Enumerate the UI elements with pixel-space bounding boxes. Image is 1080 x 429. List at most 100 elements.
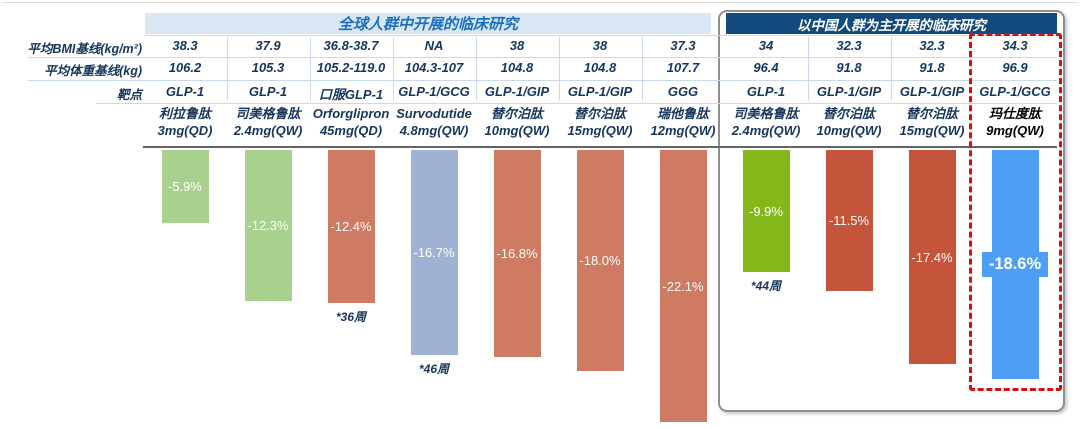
bmi-baseline-cell: 37.9: [255, 38, 281, 53]
drug-name: 替尔泊肽: [905, 106, 958, 121]
weight-change-bar: -12.3%: [244, 150, 292, 301]
bmi-baseline-cell: 38: [509, 38, 525, 53]
drug-column: 34.3 96.9 GLP-1/GCG 玛仕度肽 9mg(QW) -18.6%: [974, 0, 1057, 429]
weight-baseline-cell: 104.8: [583, 60, 617, 75]
drug-label: Survodutide 4.8mg(QW): [387, 106, 482, 140]
bar-value-label: -12.3%: [247, 218, 289, 233]
drug-dose: 9mg(QW): [986, 122, 1044, 138]
bmi-baseline-cell: 36.8-38.7: [323, 38, 379, 53]
drug-dose: 12mg(QW): [650, 122, 716, 138]
drug-dose: 2.4mg(QW): [731, 122, 801, 138]
weight-change-bar: -9.9%: [742, 150, 790, 272]
weight-baseline-cell: 91.8: [836, 60, 862, 75]
target-cell: GGG: [667, 84, 699, 99]
drug-label: 司美格鲁肽 2.4mg(QW): [221, 106, 316, 140]
bar-value-label: -16.8%: [496, 246, 538, 261]
column-separator: [558, 37, 560, 101]
drug-column: 37.9 105.3 GLP-1 司美格鲁肽 2.4mg(QW) -12.3%: [227, 0, 310, 429]
bar-value-label: -12.4%: [330, 219, 372, 234]
bar-value-label: -17.4%: [911, 249, 953, 265]
drug-dose: 3mg(QD): [157, 122, 213, 138]
drug-dose: 10mg(QW): [816, 122, 882, 138]
global-study-title: 全球人群中开展的临床研究: [337, 16, 518, 33]
target-cell: GLP-1/GIP: [567, 84, 633, 99]
global-study-header: 全球人群中开展的临床研究: [145, 13, 711, 34]
table-gridline: [145, 35, 1057, 36]
drug-name: 替尔泊肽: [822, 106, 875, 121]
drug-label: 替尔泊肽 10mg(QW): [802, 106, 897, 140]
weight-baseline-cell: 91.8: [919, 60, 945, 75]
weight-change-bar: -18.0%: [576, 150, 624, 371]
table-gridline: [96, 103, 1057, 104]
drug-name: 利拉鲁肽: [158, 106, 211, 121]
target-cell: GLP-1/GIP: [899, 84, 965, 99]
target-cell: 口服GLP-1: [318, 87, 384, 102]
weight-change-bar: -18.6%: [981, 150, 1049, 379]
table-gridline: [28, 80, 1057, 81]
drug-name: 司美格鲁肽: [235, 106, 301, 121]
bar-value-label: -11.5%: [828, 213, 870, 228]
bmi-baseline-cell: NA: [424, 38, 444, 53]
drug-label: 利拉鲁肽 3mg(QD): [138, 106, 233, 140]
duration-footnote: *44周: [750, 279, 782, 293]
drug-name: 替尔泊肽: [573, 106, 626, 121]
weight-baseline-cell: 96.9: [1002, 60, 1028, 75]
china-study-header: 以中国人群为主开展的临床研究: [726, 13, 1057, 34]
bmi-baseline-cell: 38: [592, 38, 608, 53]
drug-dose: 10mg(QW): [484, 122, 550, 138]
drug-label: 司美格鲁肽 2.4mg(QW): [719, 106, 814, 140]
bar-value-label: -22.1%: [662, 278, 704, 294]
drug-label: 替尔泊肽 10mg(QW): [470, 106, 565, 140]
weight-change-bar: -11.5%: [825, 150, 873, 291]
column-separator: [807, 37, 809, 101]
drug-name: 司美格鲁肽: [733, 106, 799, 121]
drug-label: Orforglipron 45mg(QD): [304, 106, 399, 140]
bmi-baseline-cell: 37.3: [670, 38, 696, 53]
drug-column: 32.3 91.8 GLP-1/GIP 替尔泊肽 15mg(QW) -17.4%: [891, 0, 974, 429]
weight-change-bar: -16.8%: [493, 150, 541, 357]
weight-change-bar: -17.4%: [908, 150, 956, 364]
bmi-baseline-cell: 34.3: [1002, 38, 1028, 53]
china-study-title: 以中国人群为主开展的临床研究: [797, 17, 986, 33]
mazdutide-highlight-box: [969, 33, 1062, 391]
target-cell: GLP-1/GCG: [979, 84, 1051, 99]
weight-change-bar: -12.4%: [327, 150, 375, 303]
weight-baseline-cell: 104.3-107: [404, 60, 464, 75]
target-cell: GLP-1: [165, 84, 205, 99]
duration-footnote: *46周: [418, 362, 450, 376]
weight-change-bar: -16.7%: [410, 150, 458, 355]
bmi-baseline-cell: 34: [758, 38, 774, 53]
bar-value-label: -9.9%: [749, 203, 783, 219]
weight-baseline-cell: 104.8: [500, 60, 534, 75]
drug-label: 替尔泊肽 15mg(QW): [885, 106, 980, 140]
drug-column: 38 104.8 GLP-1/GIP 替尔泊肽 15mg(QW) -18.0%: [559, 0, 642, 429]
bar-value-label: -16.7%: [413, 245, 455, 260]
drug-name: 瑞他鲁肽: [656, 106, 709, 121]
drug-column: 38 104.8 GLP-1/GIP 替尔泊肽 10mg(QW) -16.8%: [476, 0, 559, 429]
drug-name: 玛仕度肽: [988, 106, 1041, 121]
drug-dose: 15mg(QW): [899, 122, 965, 138]
column-separator: [226, 37, 228, 101]
column-separator: [309, 37, 311, 101]
row-label-weight-baseline: 平均体重基线(kg): [44, 64, 142, 78]
top-divider-line: [2, 2, 1078, 3]
column-separator: [641, 37, 643, 101]
drug-label: 替尔泊肽 15mg(QW): [553, 106, 648, 140]
row-label-bmi-baseline: 平均BMI基线(kg/m²): [27, 42, 142, 56]
table-gridline: [28, 57, 1057, 58]
drug-dose: 15mg(QW): [567, 122, 633, 138]
bar-value-label: -18.0%: [579, 253, 621, 268]
drug-column: NA 104.3-107 GLP-1/GCG Survodutide 4.8mg…: [393, 0, 476, 429]
column-separator: [890, 37, 892, 101]
bmi-baseline-cell: 32.3: [836, 38, 862, 53]
drug-label: 玛仕度肽 9mg(QW): [968, 106, 1063, 140]
target-cell: GLP-1/GCG: [398, 84, 470, 99]
weight-baseline-cell: 105.3: [251, 60, 285, 75]
drug-label: 瑞他鲁肽 12mg(QW): [636, 106, 731, 140]
weight-change-bar: -22.1%: [659, 150, 707, 422]
drug-column: 38.3 106.2 GLP-1 利拉鲁肽 3mg(QD) -5.9%: [144, 0, 227, 429]
weight-baseline-cell: 105.2-119.0: [316, 60, 386, 75]
target-cell: GLP-1/GIP: [816, 84, 882, 99]
weight-baseline-cell: 96.4: [753, 60, 779, 75]
